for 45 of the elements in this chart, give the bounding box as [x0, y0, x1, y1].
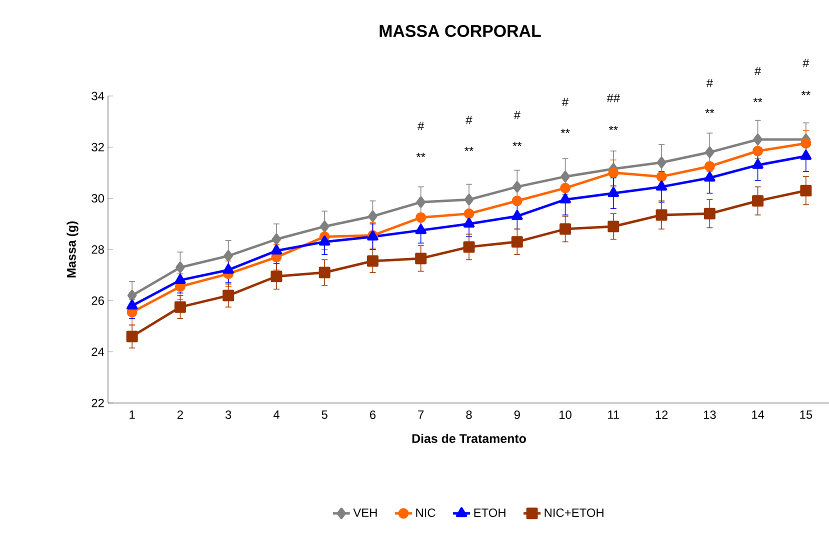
annotation: ** [416, 152, 426, 158]
y-tick-label: 32 [92, 142, 104, 152]
annotation: ** [753, 98, 762, 102]
y-tick-label: 22 [92, 398, 104, 408]
x-tick-label: 15 [800, 410, 812, 419]
x-tick-label: 7 [418, 410, 424, 419]
legend-label: ETOH [474, 508, 506, 517]
annotation: # [418, 122, 424, 130]
text: # [754, 66, 762, 76]
x-tick-label: 13 [704, 410, 716, 419]
text: # [706, 78, 713, 88]
annotation: # [466, 116, 472, 124]
annotation: ** [705, 108, 714, 114]
x-tick-label: 9 [514, 410, 520, 419]
annotation: # [562, 98, 569, 106]
x-tick-label: 4 [273, 410, 280, 419]
y-axis-title: Massa (g) [66, 221, 78, 278]
x-tick-label: 14 [752, 410, 764, 419]
y-tick-label: 28 [92, 245, 104, 254]
x-axis-title: Dias de Tratamento [412, 434, 526, 443]
text: # [802, 58, 810, 68]
y-tick-label: 30 [92, 194, 104, 203]
x-tick-label: 3 [225, 410, 232, 419]
annotation: ** [608, 126, 618, 130]
y-tick-label: 26 [92, 296, 104, 305]
x-tick-label: 10 [560, 410, 572, 419]
y-tick-label: 34 [92, 92, 104, 100]
x-tick-label: 5 [322, 410, 328, 419]
annotation: ## [606, 94, 620, 102]
y-tick-label: 24 [92, 348, 104, 356]
x-tick-label: 11 [608, 410, 620, 419]
annotation: ** [464, 146, 474, 152]
legend-label: NIC [416, 508, 436, 517]
x-tick-label: 6 [370, 410, 376, 419]
chart-title: MASSA CORPORAL [380, 24, 541, 37]
annotation: # [514, 110, 520, 120]
text: ** [801, 90, 810, 96]
x-tick-label: 12 [656, 410, 668, 419]
annotation: ** [560, 128, 570, 134]
x-tick-label: 2 [177, 410, 183, 419]
legend-label: NIC+ETOH [544, 508, 604, 517]
annotation: ** [512, 142, 522, 146]
x-tick-label: 8 [466, 410, 472, 419]
x-tick-label: 1 [130, 410, 135, 419]
legend-label: VEH [353, 508, 377, 517]
